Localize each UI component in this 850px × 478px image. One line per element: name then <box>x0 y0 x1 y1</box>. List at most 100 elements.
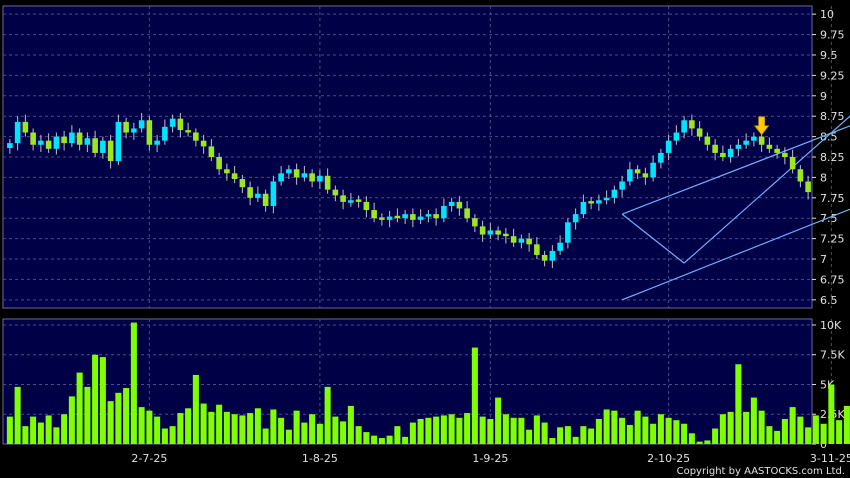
volume-bar <box>743 411 750 444</box>
volume-bar <box>270 409 277 444</box>
volume-bar <box>433 416 440 444</box>
volume-bar <box>107 401 114 444</box>
volume-bar <box>611 410 618 444</box>
candle <box>38 134 44 153</box>
candle <box>394 208 401 223</box>
candle <box>193 128 199 147</box>
trendline <box>621 125 850 215</box>
candle <box>123 117 129 139</box>
candle-body <box>301 173 308 178</box>
candle <box>293 163 300 185</box>
candle <box>76 128 83 151</box>
volume-bar <box>557 427 564 444</box>
volume-bar <box>293 410 300 444</box>
volume-bar <box>425 417 432 444</box>
volume-bar <box>564 426 571 444</box>
volume-bar <box>704 440 711 444</box>
price-tick-label: 7 <box>820 253 827 266</box>
volume-bar <box>440 415 447 444</box>
volume-bar <box>758 410 765 444</box>
volume-bar <box>766 426 773 444</box>
candle-body <box>200 140 207 147</box>
volume-bar <box>208 411 215 444</box>
volume-bar <box>161 428 168 444</box>
volume-bar <box>588 428 595 444</box>
candle <box>107 134 114 169</box>
candle-body <box>549 250 556 261</box>
candle-body <box>45 140 52 149</box>
candle-body <box>782 152 788 157</box>
candle-body <box>348 200 354 203</box>
candle-body <box>115 121 122 162</box>
volume-bar <box>247 413 254 444</box>
volume-bar <box>192 374 199 444</box>
volume-bar <box>254 408 261 444</box>
candle-body <box>673 132 680 141</box>
volume-bar <box>130 322 137 444</box>
price-tick-label: 8 <box>820 171 827 184</box>
candle-body <box>696 128 703 137</box>
volume-bar <box>394 426 401 444</box>
candle <box>317 170 323 189</box>
trendline <box>621 213 685 264</box>
volume-bar <box>572 436 579 444</box>
volume-bar <box>386 435 393 444</box>
volume-bar <box>487 419 494 444</box>
price-tick-label: 7.25 <box>820 233 845 246</box>
candle-body <box>634 169 641 174</box>
candle <box>177 112 184 138</box>
trendlines <box>621 115 850 301</box>
volume-bar <box>464 413 471 444</box>
volume-bar <box>619 417 626 444</box>
candle-body <box>410 214 416 220</box>
candle <box>7 139 13 154</box>
candle <box>216 152 222 175</box>
candle-body <box>805 181 811 193</box>
candle <box>45 133 52 153</box>
candle <box>603 190 610 205</box>
candle <box>510 228 517 247</box>
volume-bar <box>750 397 757 444</box>
candle <box>270 175 277 214</box>
volume-bar <box>138 407 145 444</box>
volume-bar <box>363 432 370 444</box>
candle-body <box>100 140 106 153</box>
annotation-arrow <box>753 116 770 136</box>
candle <box>689 114 695 136</box>
candle-body <box>177 118 184 131</box>
x-axis: 2-7-251-8-251-9-252-10-253-11-251-12-25 <box>131 452 850 465</box>
candle-body <box>69 132 75 144</box>
candle <box>286 165 292 180</box>
price-tick-label: 9 <box>820 90 827 103</box>
candle <box>53 132 60 155</box>
candle-body <box>394 215 401 219</box>
volume-bar <box>712 428 719 444</box>
volume-bar <box>324 386 331 444</box>
volume-bar <box>510 417 517 444</box>
candle <box>425 210 432 223</box>
candle-body <box>627 169 633 182</box>
volume-bar <box>471 347 478 444</box>
volume-bar <box>378 438 385 444</box>
volume-tick-label: 0 <box>820 438 827 451</box>
candle-body <box>766 144 773 149</box>
price-grid <box>3 6 832 308</box>
candle-body <box>317 175 323 182</box>
candle <box>92 130 98 157</box>
volume-bar <box>37 422 44 444</box>
candle <box>332 185 339 202</box>
price-tick-label: 9.25 <box>820 69 845 82</box>
volume-bar <box>727 411 734 444</box>
volume-bar <box>262 428 269 444</box>
candle-body <box>441 205 447 219</box>
candle <box>681 116 687 139</box>
candle-body <box>495 230 501 235</box>
candle-body <box>22 121 29 133</box>
volume-bar <box>533 415 540 444</box>
volume-bar <box>657 414 664 444</box>
volume-bar <box>688 433 695 444</box>
candle <box>433 208 439 226</box>
volume-bar <box>456 417 463 444</box>
volume-bar <box>14 386 21 444</box>
candle-body <box>464 208 470 219</box>
